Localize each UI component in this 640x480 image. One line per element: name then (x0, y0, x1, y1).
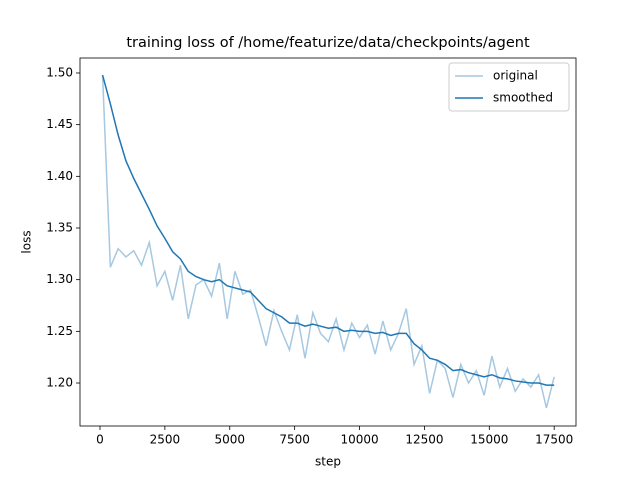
x-tick-label: 5000 (214, 433, 245, 447)
x-tick-label: 15000 (470, 433, 508, 447)
data-line (101, 74, 555, 386)
plot-frame (79, 57, 577, 427)
x-tick-label: 7500 (279, 433, 310, 447)
y-tick-label: 1.20 (46, 376, 73, 390)
x-tick-label: 0 (96, 433, 104, 447)
y-tick-label: 1.45 (46, 117, 73, 131)
x-tick-label: 2500 (150, 433, 181, 447)
x-axis-label: step (315, 455, 341, 469)
y-tick-label: 1.40 (46, 169, 73, 183)
y-tick-label: 1.25 (46, 324, 73, 338)
data-line (101, 75, 555, 408)
chart-title: training loss of /home/featurize/data/ch… (126, 35, 530, 51)
legend-label: original (493, 69, 538, 83)
y-tick-label: 1.35 (46, 220, 73, 234)
x-tick-label: 12500 (405, 433, 443, 447)
x-tick-label: 10000 (340, 433, 378, 447)
y-tick-label: 1.30 (46, 272, 73, 286)
y-tick-label: 1.50 (46, 65, 73, 79)
x-tick-label: 17500 (535, 433, 573, 447)
legend-box (448, 62, 570, 112)
legend-label: smoothed (493, 91, 553, 105)
y-axis-label: loss (20, 230, 34, 253)
